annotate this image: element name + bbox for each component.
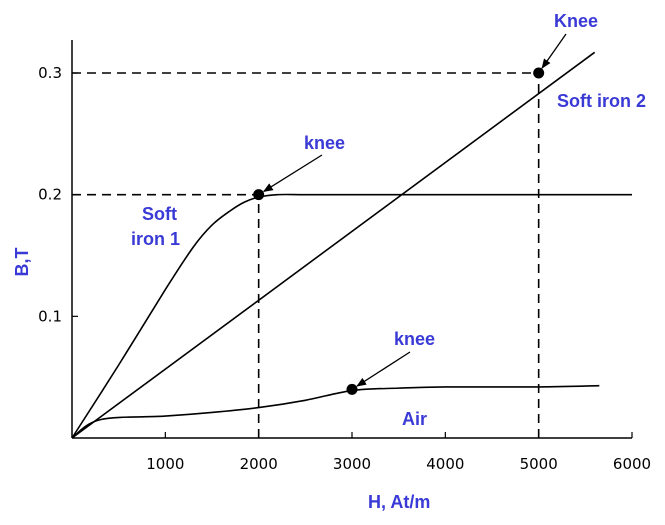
curves (71, 51, 632, 439)
knee-arrow (356, 351, 411, 387)
y-tick-label: 0.3 (38, 64, 62, 82)
curve-air (71, 384, 600, 439)
knee-point (253, 189, 265, 201)
knee-air-label: knee (394, 329, 435, 349)
x-tick-label: 5000 (520, 455, 558, 473)
knee-iron1-label: knee (304, 133, 345, 153)
knee-arrows (262, 33, 567, 387)
x-tick-label: 4000 (426, 455, 464, 473)
soft-iron-2-label: Soft iron 2 (557, 91, 646, 111)
x-axis-title: H, At/m (368, 492, 430, 512)
x-tick-label: 3000 (333, 455, 371, 473)
reference-lines (72, 72, 540, 438)
y-tick-label: 0.2 (38, 186, 62, 204)
tick-labels: 1000 2000 3000 4000 5000 6000 0.1 0.2 0.3 (38, 64, 651, 473)
soft-iron-1-label-line2: iron 1 (131, 229, 180, 249)
knee-arrow (262, 154, 323, 193)
x-tick-label: 6000 (613, 455, 651, 473)
x-tick-label: 2000 (240, 455, 278, 473)
x-tick-label: 1000 (146, 455, 184, 473)
knee-points (253, 67, 545, 395)
knee-iron2-label: Knee (554, 11, 598, 31)
soft-iron-1-label-line1: Soft (142, 204, 177, 224)
knee-point (346, 383, 358, 395)
y-axis-title: B,T (12, 248, 32, 277)
axes (71, 40, 633, 439)
curve-soft-iron-2 (71, 51, 596, 439)
air-label: Air (402, 409, 427, 429)
y-tick-label: 0.1 (38, 307, 62, 325)
knee-arrow (541, 33, 567, 69)
curve-soft-iron-1 (71, 193, 632, 439)
knee-point (533, 67, 545, 79)
